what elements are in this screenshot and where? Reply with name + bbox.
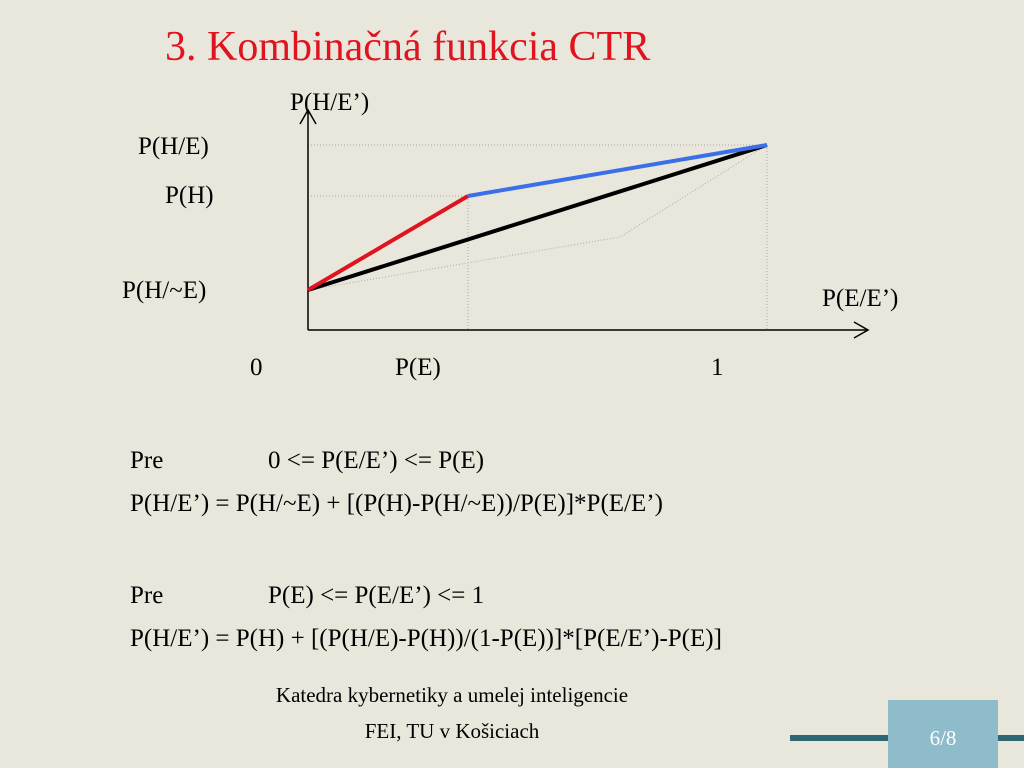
footer: Katedra kybernetiky a umelej inteligenci…	[276, 683, 1024, 768]
rule-condition: 0 <= P(E/E’) <= P(E)	[268, 447, 484, 474]
footer-line: Katedra kybernetiky a umelej inteligenci…	[276, 683, 628, 707]
rule-keyword: Pre	[130, 582, 163, 609]
rule-formula: P(H/E’) = P(H/~E) + [(P(H)-P(H/~E))/P(E)…	[130, 490, 663, 517]
rule-keyword: Pre	[130, 447, 163, 474]
y-label: P(H/E)	[138, 133, 209, 160]
x-axis-label: P(E/E’)	[822, 285, 898, 312]
slide-title: 3. Kombinačná funkcia CTR	[165, 24, 650, 70]
diagram: P(H/E’) P(E/E’) P(H/E) P(H) P(H/~E) 0 P(…	[122, 89, 898, 381]
rules: Pre 0 <= P(E/E’) <= P(E) P(H/E’) = P(H/~…	[130, 447, 722, 652]
y-label: P(H/~E)	[122, 277, 206, 304]
rule-condition: P(E) <= P(E/E’) <= 1	[268, 582, 484, 609]
y-axis-label: P(H/E’)	[290, 89, 369, 116]
x-label: 1	[711, 354, 724, 381]
x-label: P(E)	[395, 354, 441, 381]
footer-line: FEI, TU v Košiciach	[365, 719, 540, 743]
y-label: P(H)	[165, 182, 214, 209]
page-number: 6/8	[930, 726, 957, 750]
rule-formula: P(H/E’) = P(H) + [(P(H/E)-P(H))/(1-P(E))…	[130, 625, 722, 652]
x-label: 0	[250, 354, 263, 381]
